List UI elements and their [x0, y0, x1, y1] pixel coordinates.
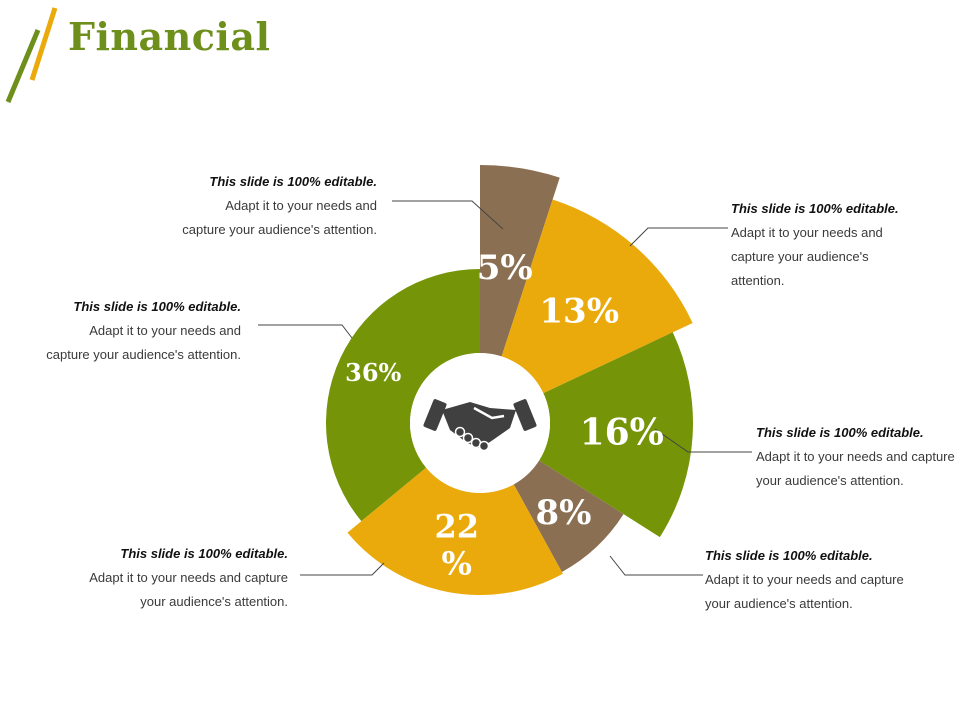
callout-top-left: This slide is 100% editable. Adapt it to… [47, 170, 377, 242]
callout-line: your audience's attention. [140, 594, 288, 609]
leader-line-c3 [258, 324, 353, 339]
callout-heading: This slide is 100% editable. [209, 174, 377, 189]
callout-heading: This slide is 100% editable. [120, 546, 288, 561]
callout-line: Adapt it to your needs and [89, 323, 241, 338]
callout-heading: This slide is 100% editable. [705, 548, 873, 563]
callout-bottom-left: This slide is 100% editable. Adapt it to… [0, 542, 288, 614]
callout-line: your audience's attention. [705, 596, 853, 611]
slice-label: 36% [345, 358, 401, 387]
callout-line: attention. [731, 273, 785, 288]
callout-mid-left: This slide is 100% editable. Adapt it to… [0, 295, 241, 367]
title-accent [5, 7, 58, 103]
handshake-icon [423, 399, 537, 452]
leader-line-c2 [629, 227, 728, 247]
pie-slice [513, 460, 624, 572]
callout-heading: This slide is 100% editable. [756, 425, 924, 440]
page-title: Financial [68, 14, 271, 59]
callout-line: capture your audience's [731, 249, 869, 264]
slice-label: 22% [434, 508, 479, 583]
callout-line: Adapt it to your needs and [225, 198, 377, 213]
callout-line: capture your audience's attention. [46, 347, 241, 362]
pie-slice [501, 199, 693, 394]
slice-label: 8% [536, 493, 592, 533]
leader-lines [258, 200, 752, 576]
callout-line: Adapt it to your needs and capture [705, 572, 904, 587]
slice-label: 16% [580, 412, 664, 454]
callout-line: Adapt it to your needs and [731, 225, 883, 240]
callout-line: your audience's attention. [756, 473, 904, 488]
slice-label: 5% [477, 248, 533, 288]
leader-line-c1 [392, 200, 504, 230]
pie-slice [480, 165, 560, 357]
callout-heading: This slide is 100% editable. [73, 299, 241, 314]
callout-mid-right: This slide is 100% editable. Adapt it to… [756, 421, 960, 493]
callout-heading: This slide is 100% editable. [731, 201, 899, 216]
leader-line-c6 [609, 555, 703, 576]
pie-slice [539, 332, 694, 538]
callout-line: capture your audience's attention. [182, 222, 377, 237]
leader-line-c5 [300, 562, 385, 576]
callout-bottom-right: This slide is 100% editable. Adapt it to… [705, 544, 945, 616]
pie-slice [347, 467, 563, 595]
callout-line: Adapt it to your needs and capture [756, 449, 955, 464]
slice-label: 13% [539, 291, 619, 331]
callout-top-right: This slide is 100% editable. Adapt it to… [731, 197, 941, 293]
callout-line: Adapt it to your needs and capture [89, 570, 288, 585]
pie-slice [326, 269, 480, 522]
leader-line-c4 [654, 428, 752, 453]
